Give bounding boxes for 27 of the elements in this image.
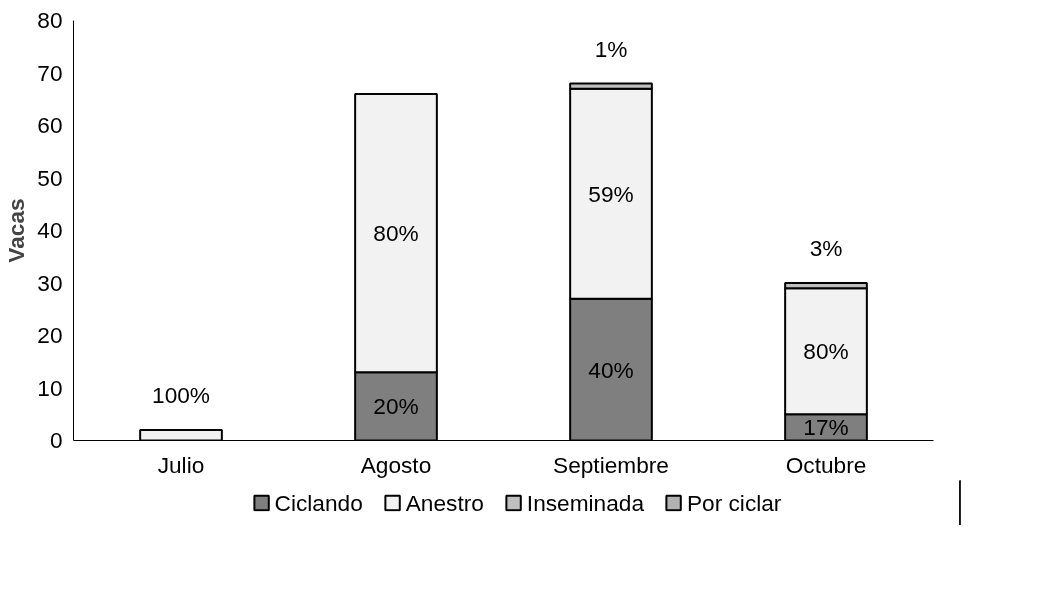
x-tick-label: Julio <box>157 451 205 478</box>
legend-label: Por ciclar <box>686 489 782 516</box>
y-tick-label: 0 <box>49 427 63 453</box>
x-tick-label: Octubre <box>785 451 867 478</box>
annotation: 40% <box>588 356 634 383</box>
annotation: 100% <box>152 382 210 408</box>
annotation: 80% <box>373 220 419 247</box>
legend-label: Anestro <box>405 489 484 516</box>
x-tick-label: Agosto <box>360 451 432 478</box>
y-tick-label: 40 <box>37 217 63 243</box>
y-axis-title: Vacas <box>3 198 30 263</box>
annotation: 17% <box>803 414 849 441</box>
annotation: 3% <box>809 235 843 261</box>
y-tick-label: 10 <box>37 374 63 401</box>
annotation: 59% <box>588 180 634 207</box>
annotation: 1% <box>594 35 628 62</box>
y-tick-label: 50 <box>37 164 63 191</box>
y-tick-label: 30 <box>37 269 63 296</box>
y-tick-label: 20 <box>37 322 63 348</box>
y-tick-label: 70 <box>37 59 63 86</box>
y-tick-label: 80 <box>37 7 63 33</box>
annotation: 80% <box>803 338 849 365</box>
y-tick-label: 60 <box>37 112 63 138</box>
annotation: 20% <box>373 393 419 420</box>
legend-label: Ciclando <box>274 489 363 516</box>
legend-label: Inseminada <box>526 489 644 516</box>
x-tick-label: Septiembre <box>553 451 669 478</box>
